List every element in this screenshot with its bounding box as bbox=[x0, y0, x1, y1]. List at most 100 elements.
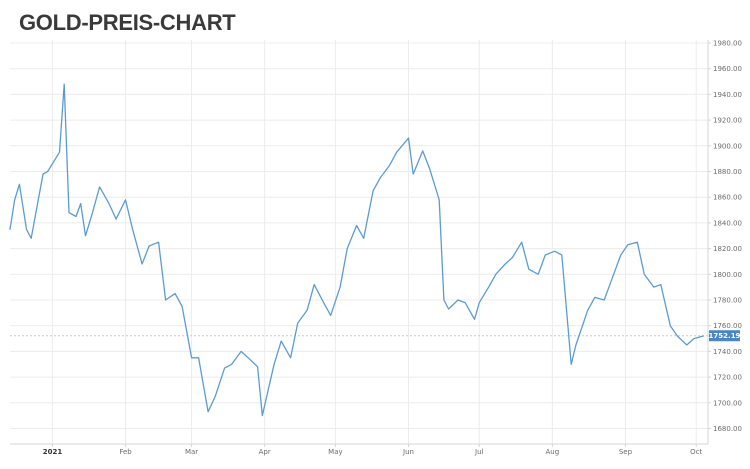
x-tick-label: Jun bbox=[402, 448, 414, 456]
y-tick-label: 1920.00 bbox=[713, 117, 742, 125]
data-point bbox=[528, 268, 531, 271]
data-point bbox=[653, 286, 656, 289]
data-point bbox=[627, 243, 630, 246]
last-price-badge: 1752.19 bbox=[709, 330, 741, 342]
data-point bbox=[669, 324, 672, 327]
data-point bbox=[339, 286, 342, 289]
series-line bbox=[9, 83, 704, 417]
x-tick-label: Mar bbox=[185, 448, 198, 456]
data-point bbox=[190, 357, 193, 360]
x-tick-label: Jul bbox=[474, 448, 484, 456]
data-point bbox=[603, 299, 606, 302]
data-point bbox=[379, 177, 382, 180]
page-title: GOLD-PREIS-CHART bbox=[19, 10, 236, 35]
data-point bbox=[388, 164, 391, 167]
data-point bbox=[289, 357, 292, 360]
data-point bbox=[46, 170, 49, 173]
data-point bbox=[686, 344, 689, 347]
data-point bbox=[313, 283, 316, 286]
data-point bbox=[457, 299, 460, 302]
y-tick-label: 1720.00 bbox=[713, 374, 742, 382]
data-point bbox=[181, 305, 184, 308]
data-point bbox=[13, 199, 16, 202]
data-point bbox=[30, 237, 33, 240]
data-point bbox=[124, 199, 127, 202]
data-point bbox=[25, 228, 28, 231]
data-point bbox=[553, 250, 556, 253]
data-point bbox=[280, 340, 283, 343]
data-point bbox=[561, 254, 564, 257]
y-tick-label: 1940.00 bbox=[713, 91, 742, 99]
x-tick-label: May bbox=[328, 448, 342, 456]
data-point bbox=[643, 273, 646, 276]
x-tick-label: Sep bbox=[619, 448, 633, 456]
y-tick-label: 1880.00 bbox=[713, 168, 742, 176]
data-point bbox=[223, 367, 226, 370]
data-point bbox=[174, 292, 177, 295]
data-point bbox=[247, 357, 250, 360]
data-point bbox=[42, 173, 45, 176]
y-tick-label: 1680.00 bbox=[713, 425, 742, 433]
y-tick-label: 1840.00 bbox=[713, 219, 742, 227]
data-point bbox=[91, 211, 94, 214]
data-point bbox=[108, 202, 111, 205]
data-point bbox=[79, 202, 82, 205]
x-axis: 2021 Feb Mar Apr May Jun Jul Aug Sep Oct bbox=[10, 443, 708, 456]
data-point bbox=[487, 286, 490, 289]
data-point bbox=[511, 256, 514, 259]
data-point bbox=[407, 137, 410, 140]
data-point bbox=[214, 395, 217, 398]
data-point bbox=[355, 224, 358, 227]
price-line-layer bbox=[9, 83, 704, 417]
data-point bbox=[586, 309, 589, 312]
data-point bbox=[495, 273, 498, 276]
y-tick-label: 1960.00 bbox=[713, 65, 742, 73]
data-point bbox=[660, 283, 663, 286]
data-point bbox=[478, 301, 481, 304]
data-point bbox=[141, 263, 144, 266]
y-tick-label: 1760.00 bbox=[713, 322, 742, 330]
data-point bbox=[412, 173, 415, 176]
data-point bbox=[256, 366, 259, 369]
data-point bbox=[84, 235, 87, 238]
data-point bbox=[197, 357, 200, 360]
y-tick-label: 1740.00 bbox=[713, 348, 742, 356]
data-point bbox=[438, 199, 441, 202]
data-point bbox=[676, 335, 679, 338]
data-point bbox=[346, 247, 349, 250]
data-point bbox=[594, 296, 597, 299]
data-point bbox=[157, 241, 160, 244]
data-point bbox=[693, 337, 696, 340]
data-point bbox=[322, 301, 325, 304]
data-point bbox=[306, 309, 309, 312]
data-point bbox=[537, 273, 540, 276]
data-point bbox=[148, 245, 151, 248]
x-tick-label: Aug bbox=[546, 448, 560, 456]
y-tick-label: 1980.00 bbox=[713, 40, 742, 48]
plot-background bbox=[10, 40, 708, 444]
data-point bbox=[63, 83, 66, 86]
y-tick-label: 1860.00 bbox=[713, 194, 742, 202]
data-point bbox=[273, 363, 276, 366]
data-point bbox=[362, 237, 365, 240]
data-point bbox=[421, 150, 424, 153]
x-tick-label: 2021 bbox=[43, 448, 63, 456]
data-point bbox=[68, 211, 71, 214]
y-tick-label: 1780.00 bbox=[713, 297, 742, 305]
data-point bbox=[575, 344, 578, 347]
data-point bbox=[520, 241, 523, 244]
y-tick-label: 1800.00 bbox=[713, 271, 742, 279]
data-point bbox=[329, 314, 332, 317]
data-point bbox=[620, 254, 623, 257]
data-point bbox=[428, 168, 431, 171]
data-point bbox=[372, 190, 375, 193]
last-price-value: 1752.19 bbox=[709, 332, 741, 340]
data-point bbox=[164, 299, 167, 302]
grid bbox=[10, 40, 708, 444]
data-point bbox=[261, 414, 264, 417]
data-point bbox=[18, 183, 21, 186]
data-point bbox=[131, 228, 134, 231]
data-point bbox=[443, 299, 446, 302]
data-point bbox=[240, 350, 243, 353]
